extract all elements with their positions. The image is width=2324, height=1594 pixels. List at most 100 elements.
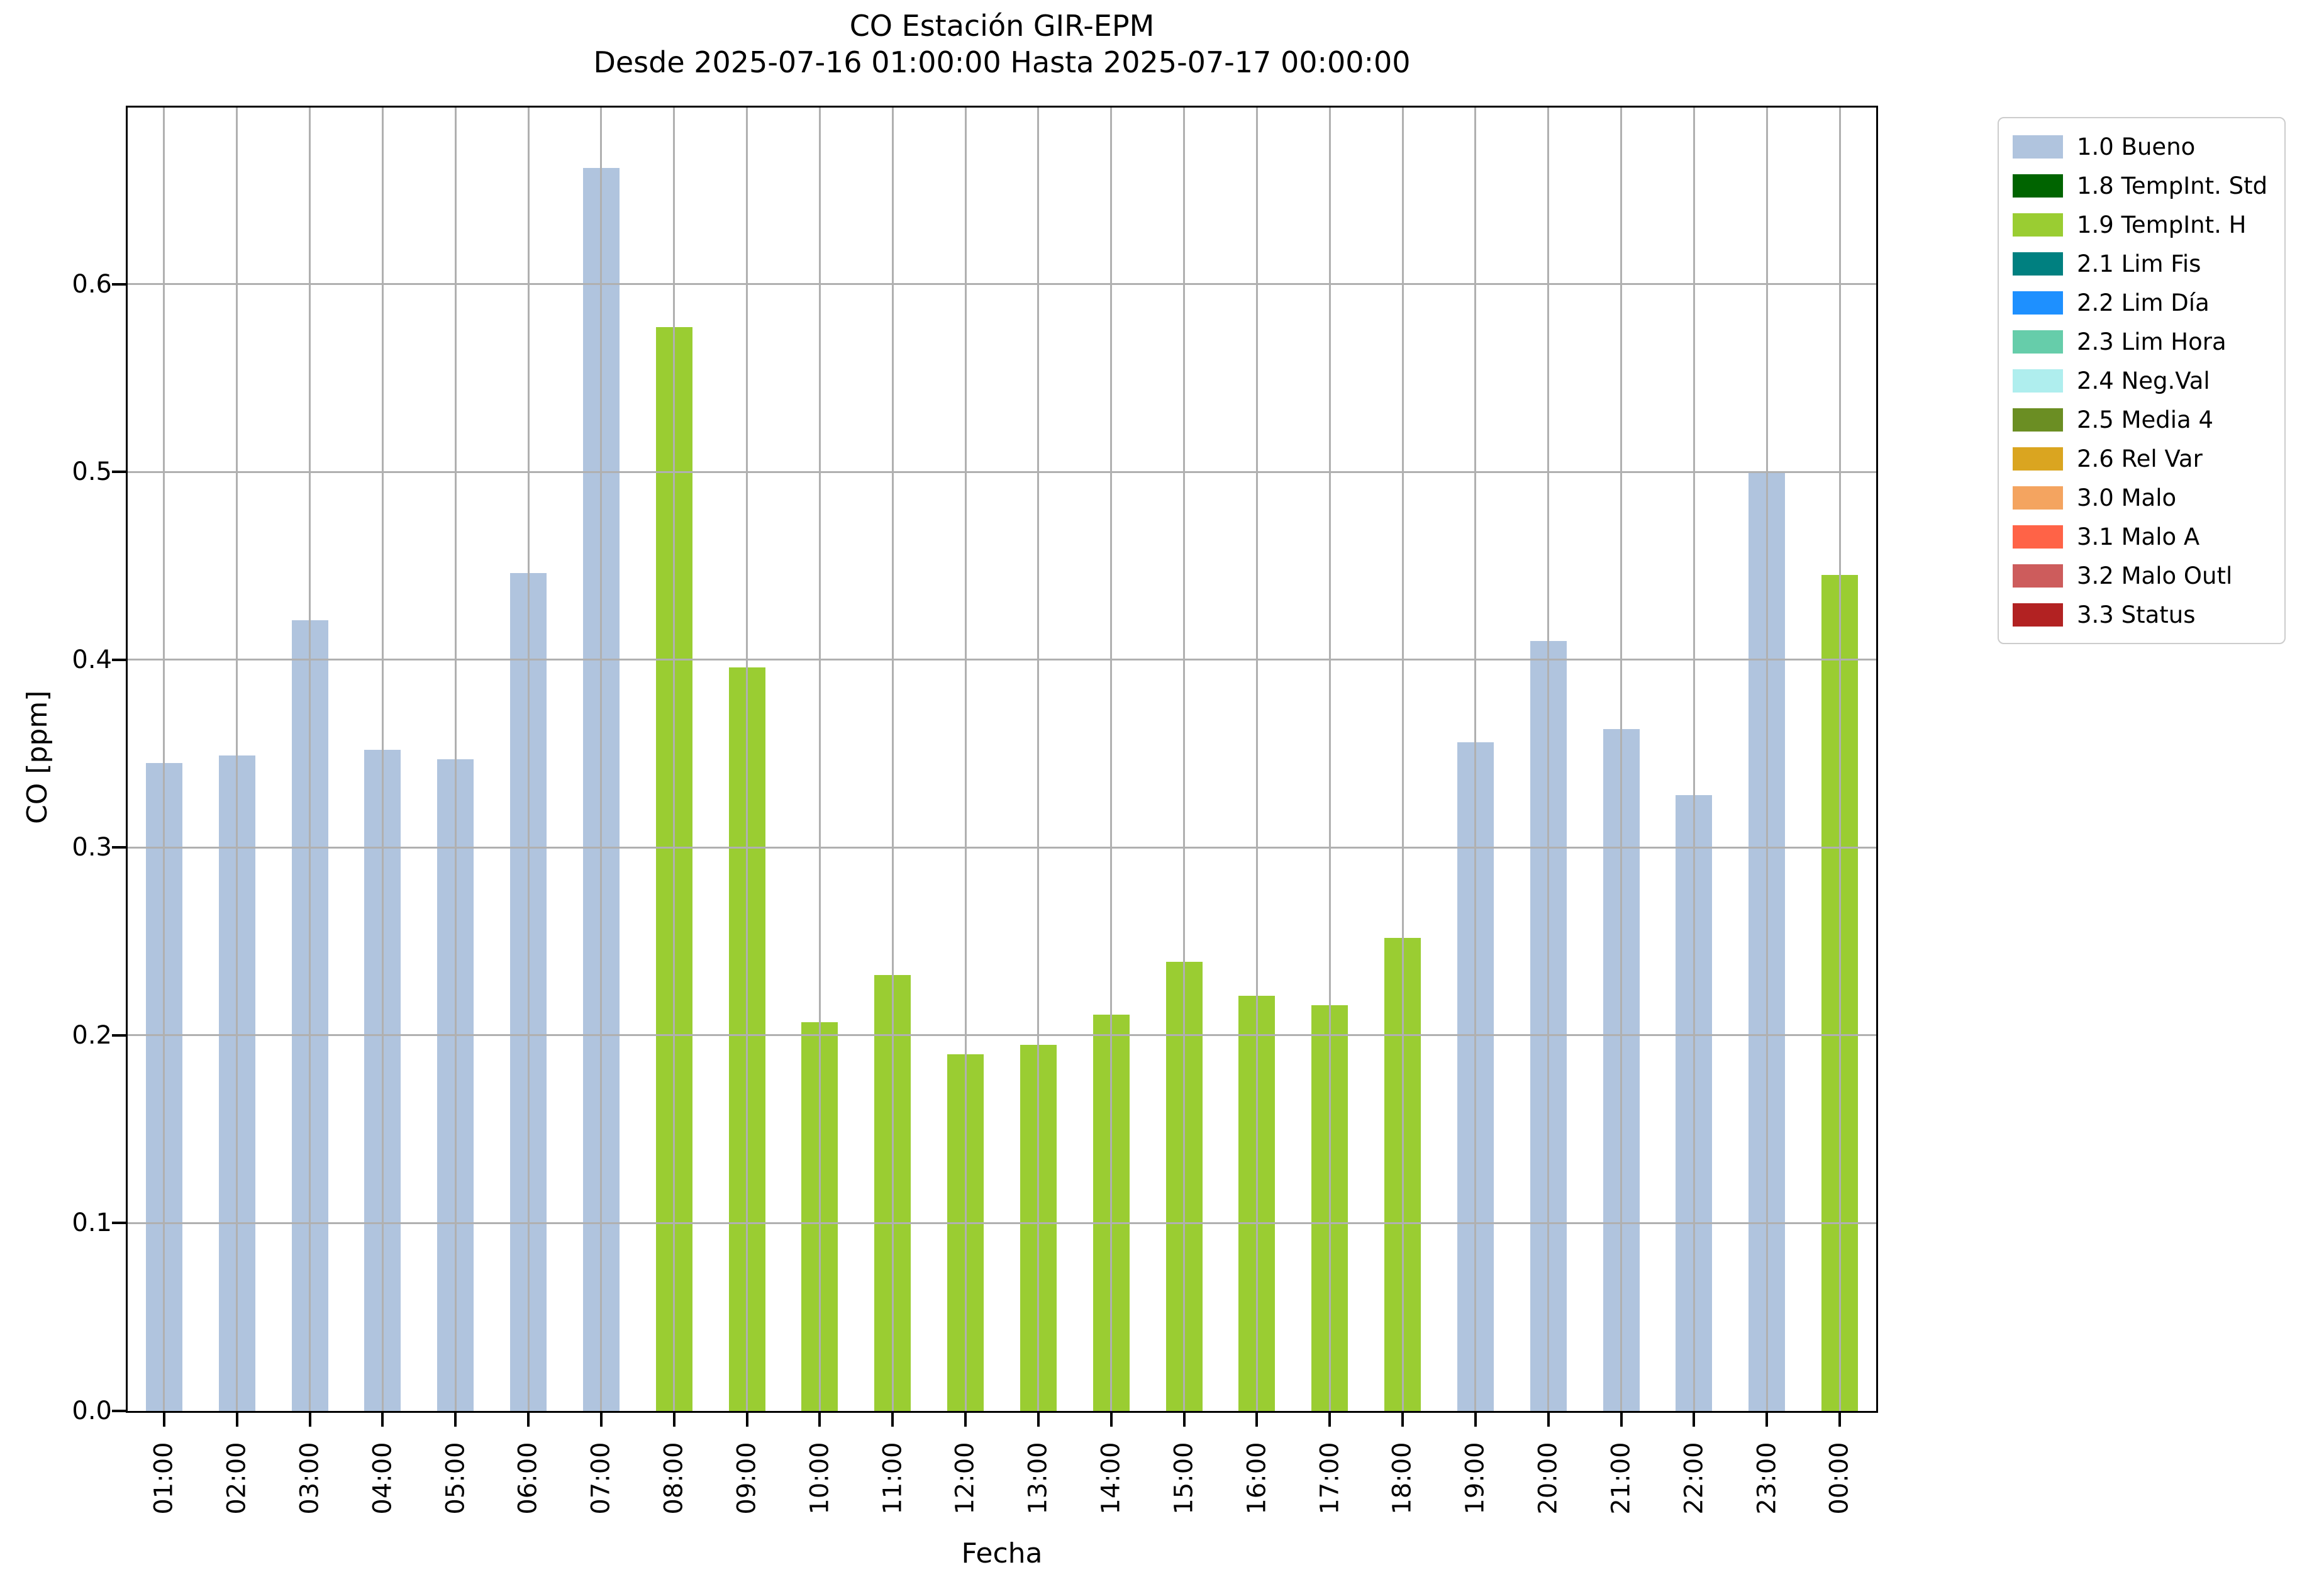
x-tick [162,1413,165,1427]
vertical-gridline [600,108,603,1411]
horizontal-gridline [128,659,1876,661]
vertical-gridline [236,108,238,1411]
vertical-gridline [818,108,821,1411]
x-tick-label: 21:00 [1606,1442,1636,1515]
x-tick-label: 00:00 [1825,1442,1855,1515]
legend-label: 3.1 Malo A [2077,523,2200,550]
legend-item: 1.8 TempInt. Std [1999,166,2284,205]
vertical-gridline [1110,108,1113,1411]
x-tick [1328,1413,1332,1427]
x-tick-label: 16:00 [1242,1442,1272,1515]
legend-swatch [2013,525,2063,549]
x-tick-label: 14:00 [1096,1442,1126,1515]
legend-label: 2.6 Rel Var [2077,445,2203,472]
legend-swatch [2013,291,2063,315]
legend-swatch [2013,369,2063,393]
x-tick [454,1413,457,1427]
legend-swatch [2013,447,2063,471]
x-tick-label: 23:00 [1752,1442,1782,1515]
x-axis-label: Fecha [961,1537,1043,1569]
legend-item: 1.9 TempInt. H [1999,205,2284,244]
plot-area [126,106,1878,1413]
x-tick-label: 20:00 [1533,1442,1563,1515]
horizontal-gridline [128,283,1876,286]
vertical-gridline [454,108,457,1411]
x-tick-label: 15:00 [1169,1442,1199,1515]
vertical-gridline [1037,108,1040,1411]
vertical-gridline [163,108,165,1411]
x-tick [1037,1413,1040,1427]
x-tick [672,1413,676,1427]
x-tick-label: 04:00 [368,1442,398,1515]
vertical-gridline [1183,108,1186,1411]
legend-swatch [2013,252,2063,276]
x-tick-label: 01:00 [149,1442,179,1515]
y-axis-label: CO [ppm] [21,690,53,824]
chart-subtitle: Desde 2025-07-16 01:00:00 Hasta 2025-07-… [593,45,1411,79]
legend-swatch [2013,330,2063,354]
vertical-gridline [527,108,530,1411]
horizontal-gridline [128,846,1876,849]
legend-item: 2.2 Lim Día [1999,283,2284,322]
x-tick-label: 10:00 [805,1442,835,1515]
vertical-gridline [1547,108,1550,1411]
vertical-gridline [1838,108,1841,1411]
vertical-gridline [1474,108,1477,1411]
vertical-gridline [1765,108,1768,1411]
legend-label: 1.0 Bueno [2077,133,2196,160]
legend-item: 3.1 Malo A [1999,517,2284,556]
vertical-gridline [746,108,748,1411]
x-tick [1838,1413,1842,1427]
legend-item: 2.1 Lim Fis [1999,244,2284,283]
x-tick [1401,1413,1404,1427]
x-tick [964,1413,967,1427]
x-tick [1109,1413,1113,1427]
y-tick-label: 0.0 [72,1396,112,1425]
x-tick-label: 02:00 [222,1442,252,1515]
vertical-gridline [1255,108,1258,1411]
x-tick-label: 06:00 [514,1442,543,1515]
legend-label: 3.0 Malo [2077,484,2177,511]
legend-item: 2.5 Media 4 [1999,400,2284,439]
horizontal-gridline [128,471,1876,473]
legend-item: 2.4 Neg.Val [1999,361,2284,400]
legend-swatch [2013,408,2063,432]
x-tick [1765,1413,1769,1427]
x-tick [745,1413,748,1427]
y-tick-label: 0.4 [72,645,112,674]
y-tick [112,846,126,849]
legend-label: 2.4 Neg.Val [2077,367,2210,394]
legend-swatch [2013,564,2063,588]
x-tick-label: 08:00 [659,1442,689,1515]
y-tick-label: 0.1 [72,1208,112,1238]
x-tick [1547,1413,1550,1427]
x-tick-label: 07:00 [586,1442,616,1515]
y-tick [112,1410,126,1412]
x-tick-label: 13:00 [1023,1442,1053,1515]
y-tick-label: 0.5 [72,457,112,487]
x-tick-label: 18:00 [1388,1442,1418,1515]
x-tick [527,1413,530,1427]
x-tick [308,1413,311,1427]
horizontal-gridline [128,1034,1876,1037]
legend-label: 2.2 Lim Día [2077,289,2210,316]
x-tick [1255,1413,1259,1427]
x-tick [1182,1413,1186,1427]
legend-swatch [2013,603,2063,627]
vertical-gridline [1328,108,1331,1411]
vertical-gridline [891,108,894,1411]
legend-swatch [2013,213,2063,237]
title-block: CO Estación GIR-EPM Desde 2025-07-16 01:… [126,8,1878,81]
y-tick-label: 0.3 [72,833,112,862]
legend-label: 2.1 Lim Fis [2077,250,2201,277]
legend-label: 2.5 Media 4 [2077,406,2214,433]
x-tick [818,1413,821,1427]
y-tick [112,658,126,661]
legend-item: 2.6 Rel Var [1999,439,2284,478]
vertical-gridline [964,108,967,1411]
y-tick [112,282,126,286]
legend-label: 3.2 Malo Outl [2077,562,2233,589]
legend-label: 3.3 Status [2077,601,2196,628]
legend-item: 3.3 Status [1999,595,2284,634]
